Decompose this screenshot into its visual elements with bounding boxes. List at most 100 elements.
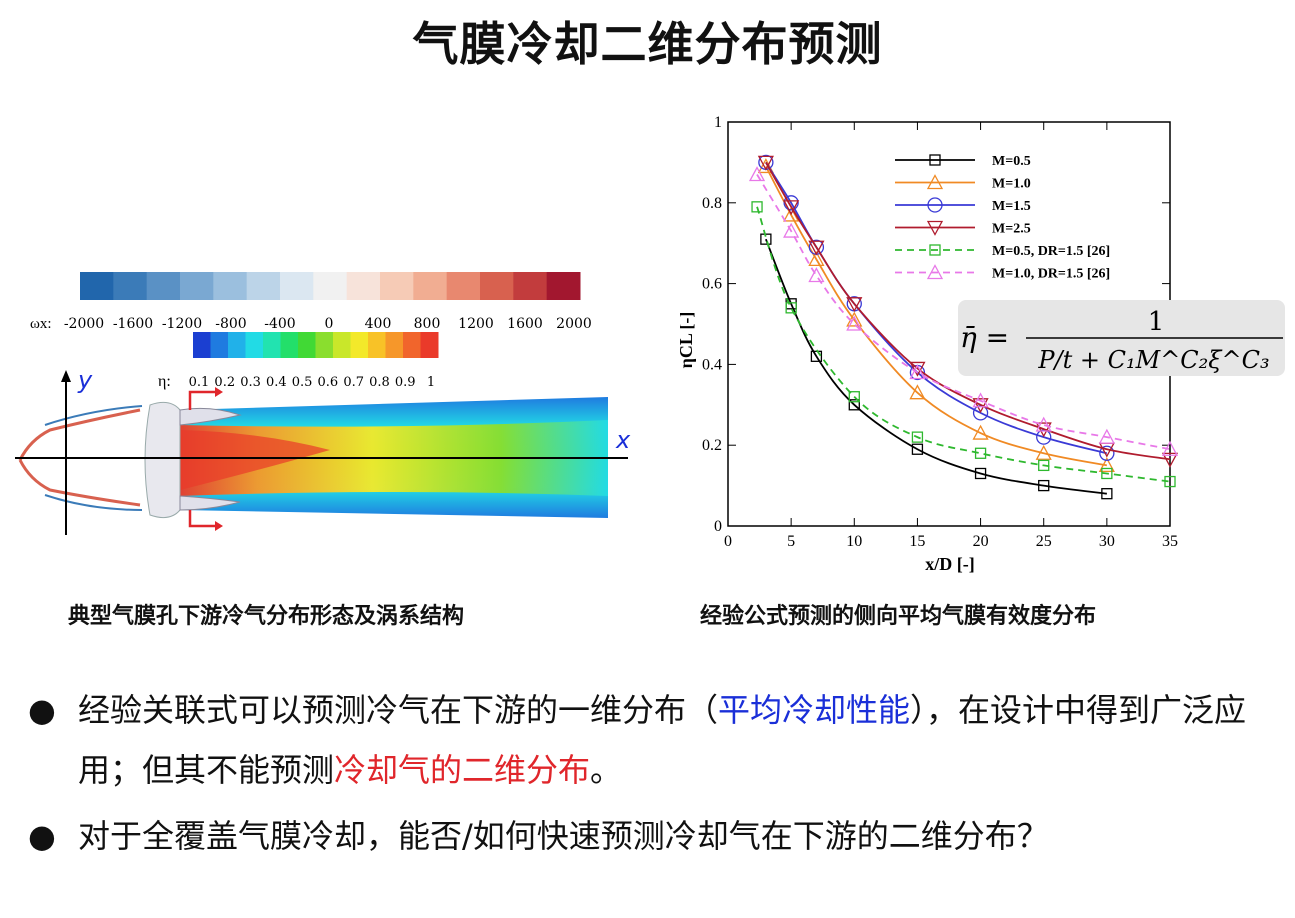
bullet-1-text-c: 。 bbox=[590, 751, 623, 789]
eta-color-cell bbox=[210, 332, 229, 358]
x-tick-label: 20 bbox=[973, 533, 989, 550]
omega-color-cell bbox=[80, 272, 114, 300]
data-point-marker bbox=[1035, 444, 1052, 460]
omega-color-cell bbox=[246, 272, 281, 300]
x-tick-label: 30 bbox=[1099, 533, 1115, 550]
omega-color-cell bbox=[513, 272, 548, 300]
y-tick-label: 0.2 bbox=[702, 437, 722, 454]
series-group bbox=[757, 155, 1179, 468]
eta-tick-label: 0.5 bbox=[292, 375, 313, 390]
upper-red-arrowhead bbox=[215, 387, 223, 397]
data-point-marker bbox=[1036, 429, 1052, 445]
omega-label: ωx: bbox=[30, 316, 52, 332]
eta-color-cell bbox=[193, 332, 211, 358]
hole-lip-lower bbox=[179, 495, 241, 511]
data-point-marker bbox=[972, 392, 989, 408]
x-tick-label: 5 bbox=[787, 533, 795, 550]
omega-color-cell bbox=[380, 272, 414, 300]
data-point-marker bbox=[974, 467, 987, 480]
page-title: 气膜冷却二维分布预测 bbox=[412, 17, 883, 71]
y-axis-label: y bbox=[77, 366, 93, 394]
omega-tick-label: 0 bbox=[325, 316, 334, 332]
omega-tick-label: 400 bbox=[365, 316, 392, 332]
data-point-marker bbox=[1099, 445, 1115, 461]
eta-color-cell bbox=[350, 332, 369, 358]
x-tick-label: 0 bbox=[724, 533, 732, 550]
data-point-marker bbox=[927, 197, 943, 213]
data-point-marker bbox=[1098, 457, 1115, 473]
omega-tick-label: 2000 bbox=[556, 316, 592, 332]
left-figure: ωx: -2000 -1600 -1200 -800 -400 0 400 800 1200 16… bbox=[15, 272, 631, 535]
bullet-1-highlight-red: 冷却气的二维分布 bbox=[334, 751, 591, 789]
eta-tick-label: 0.4 bbox=[266, 375, 287, 390]
data-point-marker bbox=[909, 361, 926, 377]
vortex-upper bbox=[18, 408, 141, 461]
series-line bbox=[756, 174, 1171, 451]
eta-tick-label: 0.3 bbox=[240, 375, 261, 390]
data-point-marker bbox=[1161, 440, 1179, 456]
eta-tick-label: 0.1 bbox=[189, 375, 210, 390]
left-caption: 典型气膜孔下游冷气分布形态及涡系结构 bbox=[68, 604, 465, 629]
data-point-marker bbox=[1101, 467, 1113, 480]
eta-tick-label: 1 bbox=[427, 375, 435, 390]
hole-lip-upper bbox=[179, 407, 242, 426]
data-point-marker bbox=[926, 220, 944, 236]
data-point-marker bbox=[1164, 475, 1176, 488]
data-point-marker bbox=[974, 447, 987, 459]
y-tick-label: 0.6 bbox=[702, 276, 722, 293]
data-point-marker bbox=[926, 264, 944, 280]
eta-tick-label: 0.9 bbox=[395, 375, 416, 390]
data-point-marker bbox=[846, 297, 863, 313]
eta-label: η: bbox=[158, 373, 171, 390]
data-point-marker bbox=[810, 350, 823, 362]
omega-tick-label: 800 bbox=[414, 316, 441, 332]
data-point-marker bbox=[911, 431, 924, 443]
data-point-marker bbox=[848, 399, 860, 411]
x-tick-label: 15 bbox=[909, 533, 925, 550]
eta-tick-label: 0.2 bbox=[214, 375, 235, 390]
data-point-marker bbox=[783, 206, 800, 222]
omega-color-cell bbox=[546, 272, 581, 300]
data-point-marker bbox=[911, 443, 924, 455]
omega-colorbar bbox=[80, 272, 581, 300]
data-point-marker bbox=[808, 250, 825, 267]
omega-tick-label: -800 bbox=[215, 316, 246, 332]
cooling-hole bbox=[144, 401, 181, 519]
omega-color-cell bbox=[146, 272, 181, 300]
eta-color-cell bbox=[333, 332, 351, 358]
y-tick-label: 0.4 bbox=[702, 356, 722, 373]
vortex-upper-blue bbox=[44, 405, 143, 426]
right-caption: 经验公式预测的侧向平均气膜有效度分布 bbox=[700, 604, 1097, 629]
bullet-dot: ● bbox=[28, 691, 56, 729]
data-point-marker bbox=[1038, 459, 1050, 472]
y-axis-arrowhead bbox=[61, 370, 71, 382]
data-point-marker bbox=[785, 302, 797, 314]
series-line bbox=[765, 161, 1171, 461]
data-point-marker bbox=[783, 200, 800, 216]
y-axis-title: ηCL [-] bbox=[680, 312, 696, 369]
eta-color-cell bbox=[228, 332, 246, 358]
formula-denominator: P/t + C₁M^C₂ξ^C₃ bbox=[1037, 346, 1269, 374]
formula-numerator: 1 bbox=[1148, 307, 1165, 337]
eta-tick-labels: 0.1 0.2 0.3 0.4 0.5 0.6 0.7 0.8 0.9 1 bbox=[189, 375, 435, 390]
omega-color-cell bbox=[413, 272, 448, 300]
omega-tick-labels: -2000 -1600 -1200 -800 -400 0 400 800 1200 1600 20… bbox=[64, 316, 592, 332]
eta-tick-label: 0.7 bbox=[343, 375, 364, 390]
data-point-marker bbox=[783, 222, 800, 238]
bullet-2-text: 对于全覆盖气膜冷却，能否/如何快速预测冷却气在下游的二维分布？ bbox=[78, 817, 1049, 855]
data-point-marker bbox=[848, 391, 860, 403]
y-tick-label: 0 bbox=[714, 518, 722, 535]
x-tick-label: 35 bbox=[1162, 533, 1178, 550]
lower-red-arrow bbox=[188, 510, 215, 528]
lower-red-arrowhead bbox=[215, 521, 223, 531]
omega-tick-label: -1600 bbox=[113, 316, 153, 332]
eta-color-cell bbox=[385, 332, 404, 358]
data-point-marker bbox=[1035, 416, 1052, 432]
series-line bbox=[765, 161, 1108, 455]
omega-color-cell bbox=[180, 272, 214, 300]
omega-tick-label: -400 bbox=[264, 316, 295, 332]
omega-tick-label: -1200 bbox=[162, 316, 202, 332]
omega-color-cell bbox=[346, 272, 381, 300]
bullet-list: ● 经验关联式可以预测冷气在下游的一维分布（平均冷却性能），在设计中得到广泛应用… bbox=[28, 680, 1278, 866]
eta-color-cell bbox=[298, 332, 316, 358]
